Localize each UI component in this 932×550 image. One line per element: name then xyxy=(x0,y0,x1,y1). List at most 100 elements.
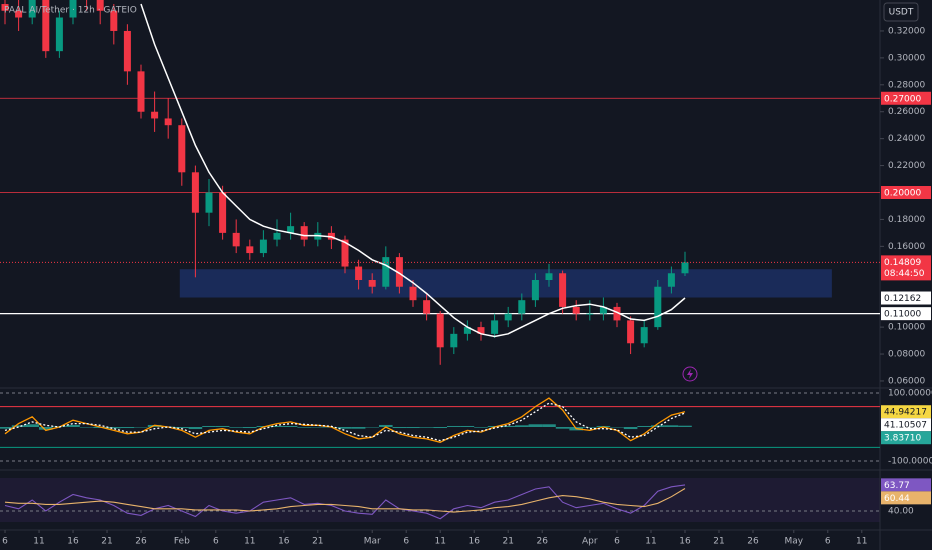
osc-histogram-bar xyxy=(311,427,325,428)
candle-body xyxy=(28,0,36,18)
osc-value-label: 41.10507 xyxy=(884,421,927,431)
osc-value-label-box xyxy=(881,418,931,432)
osc-histogram-bar xyxy=(419,427,434,428)
x-tick-label: 11 xyxy=(434,537,445,547)
last-price-label: 0.14809 xyxy=(884,258,921,268)
ma-label-box xyxy=(881,291,931,305)
x-tick-label: 16 xyxy=(278,537,290,547)
rsi-band xyxy=(0,478,880,522)
level-label-box xyxy=(881,91,931,105)
rsi-tick-label: 40.00 xyxy=(888,507,914,517)
moving-average xyxy=(140,3,686,338)
rsi-line xyxy=(4,488,686,513)
osc-histogram-bar xyxy=(120,427,135,429)
level-label: 0.11000 xyxy=(884,310,921,320)
osc-histogram-bar xyxy=(555,427,570,429)
candle-body xyxy=(382,257,390,287)
currency-box[interactable] xyxy=(883,2,919,22)
candle-body xyxy=(96,0,104,11)
x-tick-label: 21 xyxy=(502,537,513,547)
x-tick-label: 21 xyxy=(713,537,724,547)
osc-histogram-bar xyxy=(583,427,597,428)
osc-histogram-bar xyxy=(351,427,366,429)
alert-icon[interactable] xyxy=(682,366,698,382)
x-tick-label: 26 xyxy=(536,537,548,547)
osc-histogram-bar xyxy=(25,424,39,427)
candle-body xyxy=(137,71,145,112)
y-tick-label: 0.08000 xyxy=(888,350,925,360)
osc-histogram-bar xyxy=(637,425,651,427)
candle-body xyxy=(436,313,444,348)
candle-body xyxy=(273,232,281,240)
x-tick-label: 6 xyxy=(403,537,409,547)
osc-histogram-bar xyxy=(188,427,203,430)
osc-histogram-bar xyxy=(270,425,284,427)
osc-line xyxy=(4,397,686,443)
candle-body xyxy=(463,327,471,334)
candle-body xyxy=(123,30,131,72)
currency[interactable]: USDT xyxy=(889,8,914,18)
candle-body xyxy=(477,327,485,334)
osc-histogram-bar xyxy=(379,424,393,427)
candle-body xyxy=(681,262,689,274)
level-label-box xyxy=(881,186,931,199)
candle-body xyxy=(395,257,403,287)
candle-body xyxy=(151,111,159,119)
osc-histogram-bar xyxy=(39,427,53,430)
x-tick-label: 6 xyxy=(2,537,8,547)
osc-histogram-bar xyxy=(202,425,216,427)
y-tick-label: 0.32000 xyxy=(888,26,925,36)
osc-histogram-bar xyxy=(66,424,80,427)
candle-body xyxy=(572,306,580,314)
x-tick-label: 16 xyxy=(679,537,691,547)
x-tick-label: Feb xyxy=(174,537,190,547)
x-tick-label: 21 xyxy=(312,537,323,547)
y-tick-label: 0.16000 xyxy=(888,242,925,252)
candle-body xyxy=(341,239,349,267)
candle-body xyxy=(178,125,186,173)
osc-histogram-bar xyxy=(542,424,556,427)
rsi-value-label: 60.44 xyxy=(884,494,910,504)
osc-line xyxy=(4,402,686,442)
osc-histogram-bar xyxy=(515,425,529,427)
candle-body xyxy=(259,239,267,254)
osc-tick-label: -100.00000 xyxy=(888,457,932,467)
rsi-value-label: 63.77 xyxy=(884,481,910,491)
x-tick-label: 21 xyxy=(101,537,112,547)
osc-histogram-bar xyxy=(501,425,515,427)
candle-body xyxy=(69,0,77,18)
candle-body xyxy=(627,320,635,344)
candle-body xyxy=(654,286,662,328)
rsi-value-label-box xyxy=(881,478,931,492)
osc-tick-label: 100.00000 xyxy=(888,389,932,399)
osc-value-label: 3.83710 xyxy=(884,434,921,444)
osc-histogram-bar xyxy=(610,427,624,428)
candle-body xyxy=(559,273,567,307)
candle-body xyxy=(205,192,213,213)
osc-histogram-bar xyxy=(107,427,121,429)
x-tick-label: 16 xyxy=(468,537,480,547)
candle-body xyxy=(599,306,607,314)
candle-body xyxy=(1,4,9,11)
candle-body xyxy=(504,313,512,321)
zone xyxy=(179,269,832,298)
osc-histogram-bar xyxy=(134,427,148,428)
ma-label: 0.12162 xyxy=(884,294,921,304)
osc-histogram-bar xyxy=(0,427,12,429)
osc-histogram-bar xyxy=(365,427,379,428)
y-tick-label: 0.22000 xyxy=(888,161,925,171)
osc-histogram-bar xyxy=(297,427,311,428)
candle-body xyxy=(219,192,227,233)
osc-value-label-box xyxy=(881,405,931,419)
osc-histogram-bar xyxy=(433,427,447,429)
candle-body xyxy=(55,17,63,52)
x-tick-label: 26 xyxy=(135,537,147,547)
y-tick-label: 0.24000 xyxy=(888,134,925,144)
level-label-box xyxy=(881,307,931,321)
rsi-value-label-box xyxy=(881,491,931,505)
osc-histogram-bar xyxy=(11,425,26,427)
candle-body xyxy=(42,0,50,52)
osc-histogram-bar xyxy=(229,427,243,428)
candle-body xyxy=(545,273,553,280)
